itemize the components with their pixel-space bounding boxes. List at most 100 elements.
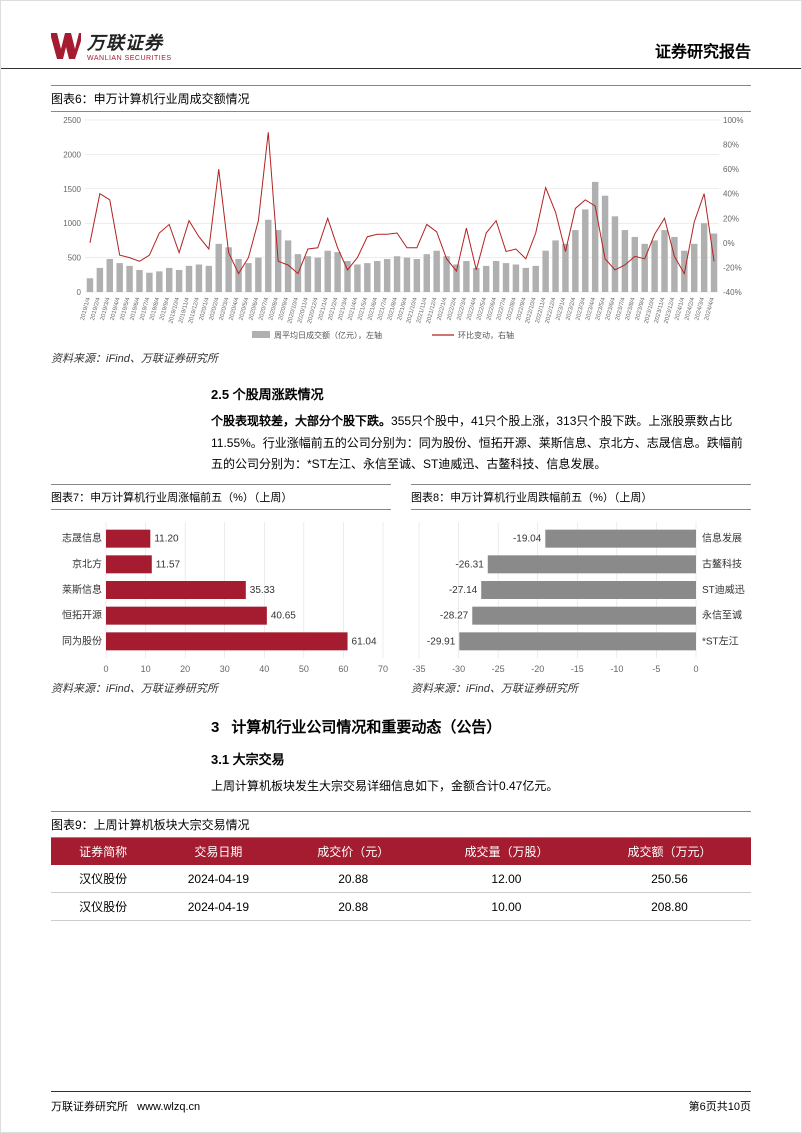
sec3-title: 计算机行业公司情况和重要动态（公告） — [231, 719, 501, 736]
table-col-header: 成交量（万股） — [425, 838, 588, 865]
page-footer: 万联证券研究所 www.wlzq.cn 第6页共10页 — [1, 1091, 801, 1132]
svg-text:2000: 2000 — [63, 150, 81, 159]
table-cell: 10.00 — [425, 893, 588, 921]
footer-url: www.wlzq.cn — [137, 1101, 200, 1113]
table-cell: 20.88 — [281, 865, 424, 893]
fig7-source: 资料来源：iFind、万联证券研究所 — [51, 676, 391, 700]
svg-text:-5: -5 — [652, 664, 660, 674]
table-col-header: 交易日期 — [155, 838, 281, 865]
svg-text:周平均日成交额（亿元），左轴: 周平均日成交额（亿元），左轴 — [274, 330, 382, 340]
svg-text:2024/4/4: 2024/4/4 — [704, 296, 716, 321]
svg-text:40: 40 — [259, 664, 269, 674]
logo-text-en: WANLIAN SECURITIES — [87, 55, 172, 62]
svg-text:-35: -35 — [412, 664, 425, 674]
fig9-title: 图表9：上周计算机板块大宗交易情况 — [51, 811, 751, 838]
svg-text:0: 0 — [103, 664, 108, 674]
svg-text:11.20: 11.20 — [154, 533, 179, 544]
sec3-num: 3 — [211, 719, 219, 736]
svg-text:70: 70 — [378, 664, 388, 674]
svg-text:信息发展: 信息发展 — [702, 531, 742, 544]
table-cell: 2024-04-19 — [155, 865, 281, 893]
svg-text:恒拓开源: 恒拓开源 — [62, 608, 102, 621]
table-cell: 12.00 — [425, 865, 588, 893]
fig6-chart: 0 500 1000 1500 2000 2500 -40% -20% 0% 20% 40% 60% 8… — [51, 116, 751, 346]
svg-text:-27.14: -27.14 — [449, 585, 478, 596]
table-cell: 208.80 — [588, 893, 751, 921]
svg-text:-19.04: -19.04 — [513, 533, 542, 544]
logo: 万联证券 WANLIAN SECURITIES — [51, 29, 172, 62]
svg-text:古鳌科技: 古鳌科技 — [702, 557, 742, 570]
fig7-chart: 0 10 20 30 40 50 60 70 志晟信息 11.20 京北方 11.57 莱斯信息 35.3… — [51, 516, 391, 676]
svg-text:10: 10 — [141, 664, 151, 674]
table-cell: 20.88 — [281, 893, 424, 921]
page-header: 万联证券 WANLIAN SECURITIES 证券研究报告 — [1, 1, 801, 69]
svg-text:20%: 20% — [723, 214, 739, 223]
svg-text:60%: 60% — [723, 165, 739, 174]
svg-text:-15: -15 — [571, 664, 584, 674]
table-cell: 汉仪股份 — [51, 893, 155, 921]
svg-text:-20%: -20% — [723, 263, 742, 272]
sec31-text: 上周计算机板块发生大宗交易详细信息如下，金额合计0.47亿元。 — [211, 776, 751, 798]
svg-text:-26.31: -26.31 — [455, 559, 484, 570]
svg-text:11.57: 11.57 — [156, 559, 181, 570]
svg-text:0: 0 — [693, 664, 698, 674]
svg-text:京北方: 京北方 — [72, 557, 102, 570]
svg-text:-29.91: -29.91 — [427, 636, 456, 647]
sec25-title: 2.5 个股周涨跌情况 — [211, 384, 751, 403]
svg-text:35.33: 35.33 — [250, 585, 275, 596]
table-row: 汉仪股份2024-04-1920.8812.00250.56 — [51, 865, 751, 893]
sec3-heading: 3 计算机行业公司情况和重要动态（公告） — [211, 716, 751, 737]
fig8-chart: -35 -30 -25 -20 -15 -10 -5 0 信息发展 -19.04 古鳌科技 -26.3… — [411, 516, 751, 676]
svg-text:20: 20 — [180, 664, 190, 674]
table-col-header: 成交价（元） — [281, 838, 424, 865]
footer-page: 第6页共10页 — [689, 1098, 751, 1114]
svg-text:-28.27: -28.27 — [440, 610, 469, 621]
svg-text:1000: 1000 — [63, 219, 81, 228]
svg-text:志晟信息: 志晟信息 — [62, 531, 102, 544]
svg-text:40%: 40% — [723, 190, 739, 199]
svg-text:-25: -25 — [492, 664, 505, 674]
svg-text:1500: 1500 — [63, 185, 81, 194]
svg-text:80%: 80% — [723, 141, 739, 150]
table-cell: 250.56 — [588, 865, 751, 893]
svg-text:2500: 2500 — [63, 116, 81, 125]
fig6-title: 图表6：申万计算机行业周成交额情况 — [51, 85, 751, 112]
svg-text:-40%: -40% — [723, 288, 742, 297]
svg-text:0%: 0% — [723, 239, 735, 248]
svg-text:0: 0 — [77, 288, 82, 297]
svg-text:永信至诚: 永信至诚 — [702, 608, 742, 621]
svg-text:40.65: 40.65 — [271, 610, 296, 621]
svg-text:-10: -10 — [610, 664, 623, 674]
table-cell: 汉仪股份 — [51, 865, 155, 893]
svg-text:500: 500 — [68, 254, 82, 263]
logo-text-cn: 万联证券 — [87, 33, 163, 53]
svg-text:61.04: 61.04 — [352, 636, 377, 647]
svg-text:同为股份: 同为股份 — [62, 635, 102, 647]
fig7-title: 图表7：申万计算机行业周涨幅前五（%）（上周） — [51, 484, 391, 510]
svg-text:60: 60 — [338, 664, 348, 674]
fig6-source: 资料来源：iFind、万联证券研究所 — [51, 346, 751, 370]
fig8-source: 资料来源：iFind、万联证券研究所 — [411, 676, 751, 700]
svg-text:30: 30 — [220, 664, 230, 674]
header-title: 证券研究报告 — [655, 38, 751, 62]
table-col-header: 成交额（万元） — [588, 838, 751, 865]
svg-text:莱斯信息: 莱斯信息 — [62, 583, 102, 596]
footer-org: 万联证券研究所 — [51, 1101, 128, 1113]
table-row: 汉仪股份2024-04-1920.8810.00208.80 — [51, 893, 751, 921]
svg-text:环比变动，右轴: 环比变动，右轴 — [458, 330, 514, 340]
svg-text:100%: 100% — [723, 116, 743, 125]
svg-text:ST迪威迅: ST迪威迅 — [702, 583, 745, 596]
table-cell: 2024-04-19 — [155, 893, 281, 921]
table-col-header: 证券简称 — [51, 838, 155, 865]
svg-text:*ST左江: *ST左江 — [702, 634, 739, 647]
svg-text:-30: -30 — [452, 664, 465, 674]
svg-text:-20: -20 — [531, 664, 544, 674]
block-trade-table: 证券简称交易日期成交价（元）成交量（万股）成交额（万元） 汉仪股份2024-04… — [51, 838, 751, 921]
svg-text:50: 50 — [299, 664, 309, 674]
sec25-bold: 个股表现较差，大部分个股下跌。 — [211, 414, 391, 428]
turnover-chart: 0 500 1000 1500 2000 2500 -40% -20% 0% 20% 40% 60% 8… — [51, 116, 753, 346]
fig8-title: 图表8：申万计算机行业周跌幅前五（%）（上周） — [411, 484, 751, 510]
logo-icon — [51, 33, 81, 59]
sec25-body: 个股表现较差，大部分个股下跌。355只个股中，41只个股上涨，313只个股下跌。… — [211, 411, 751, 476]
sec31-title: 3.1 大宗交易 — [211, 749, 751, 768]
